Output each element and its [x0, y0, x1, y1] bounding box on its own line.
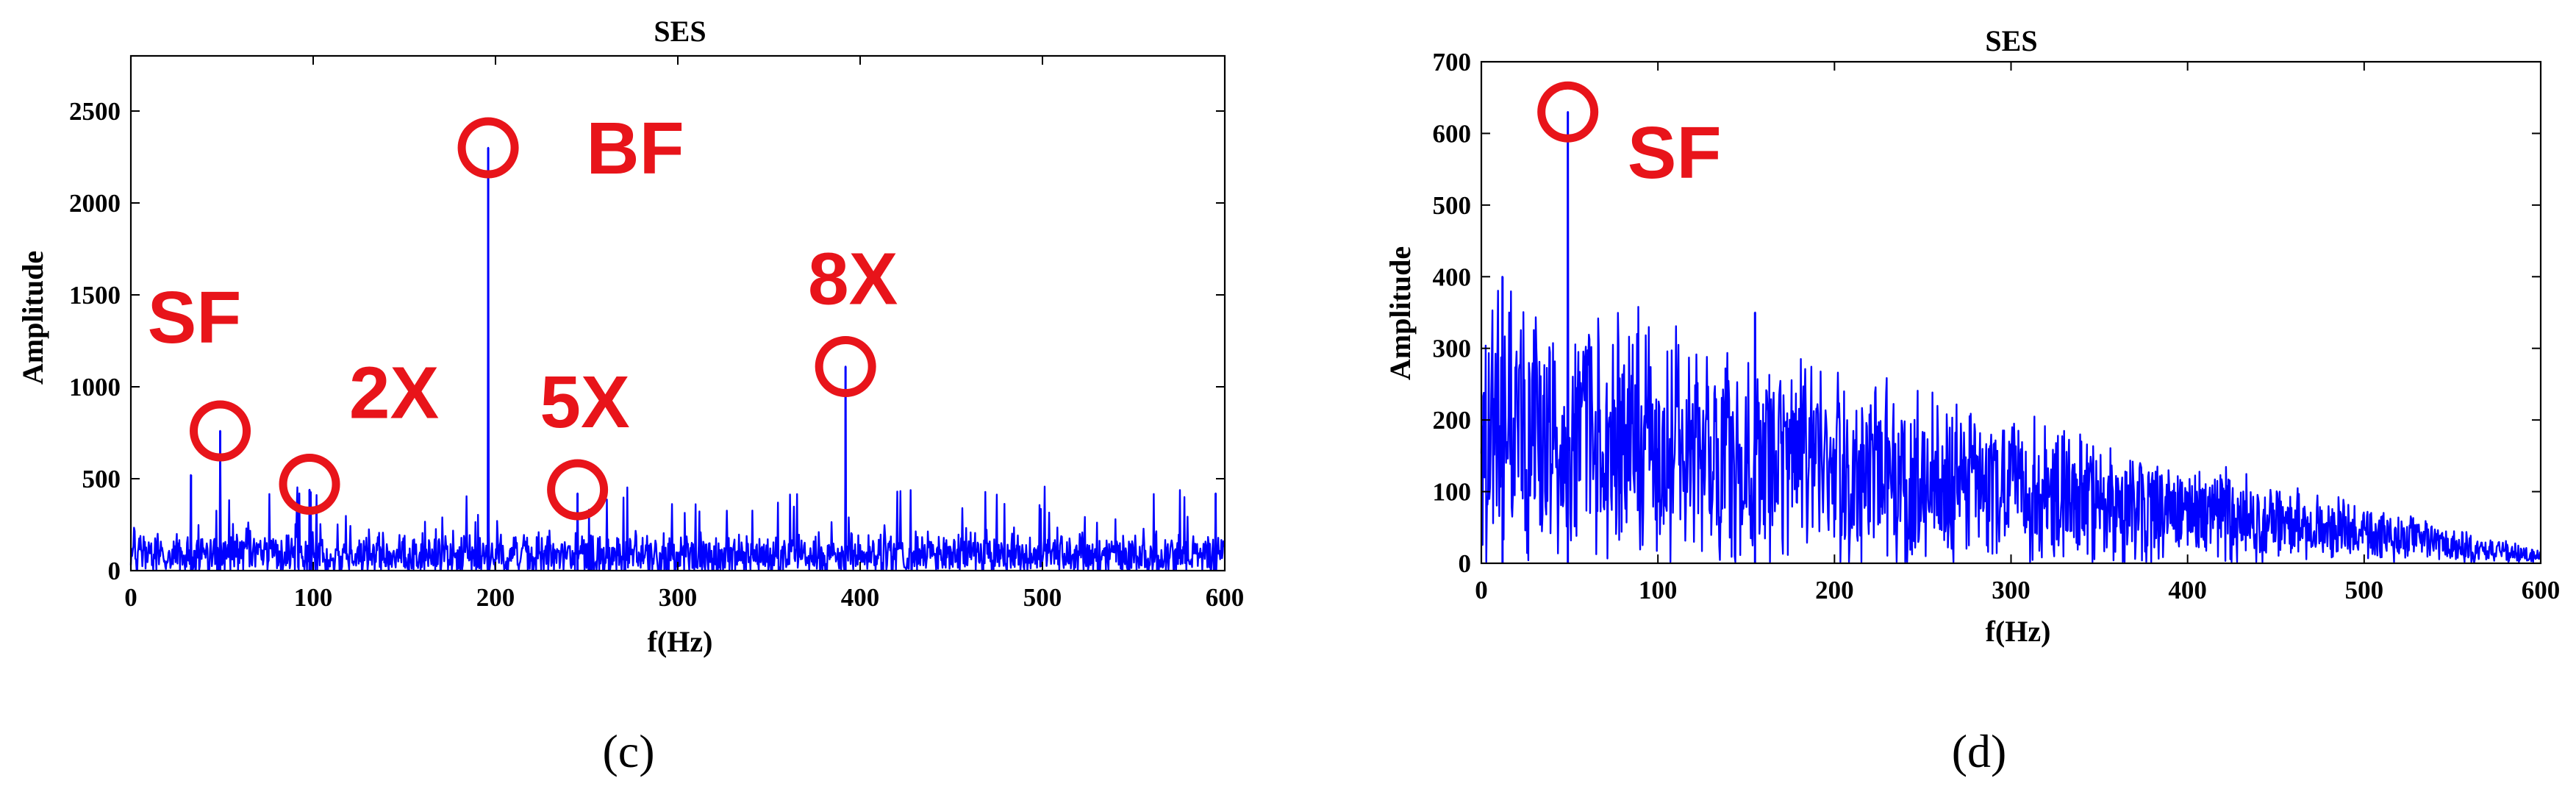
chart-panel-c: SES f(Hz) Amplitude (c) 0 100 200 300 400 500… — [16, 15, 1244, 777]
x-tick-label: 100 — [294, 583, 333, 612]
annotation-label: 8X — [808, 238, 898, 321]
y-tick-label: 1000 — [69, 373, 121, 402]
x-tick-label: 300 — [1992, 576, 2031, 604]
annotation-circle — [457, 117, 519, 179]
y-tick-label: 200 — [1433, 406, 1472, 435]
x-tick-label: 100 — [1639, 576, 1678, 604]
y-tick-label: 300 — [1433, 335, 1472, 363]
panel-label: (d) — [1952, 725, 2007, 777]
annotation-label: 5X — [540, 361, 629, 443]
x-axis-label: f(Hz) — [648, 625, 713, 658]
y-tick-label: 500 — [1433, 191, 1472, 220]
annotation-label: BF — [586, 107, 684, 190]
x-tick-label: 300 — [659, 583, 698, 612]
y-tick-label: 500 — [82, 465, 121, 493]
annotation-circle — [1537, 81, 1599, 143]
x-axis-label: f(Hz) — [1986, 615, 2051, 648]
series-line — [1480, 110, 2541, 563]
y-tick-label: 2500 — [69, 97, 121, 126]
y-tick-label: 100 — [1433, 478, 1472, 507]
y-tick-label: 1500 — [69, 281, 121, 310]
annotation-label: SF — [1628, 112, 1722, 194]
x-tick-label: 500 — [1023, 583, 1062, 612]
y-tick-label: 700 — [1433, 48, 1472, 76]
x-tick-label: 0 — [124, 583, 137, 612]
y-tick-label: 400 — [1433, 263, 1472, 291]
annotation-circle — [279, 454, 340, 515]
annotation-circle — [190, 400, 251, 462]
chart-panel-d: SES f(Hz) Amplitude (d) 0 100 200 300 400 500… — [1384, 24, 2560, 777]
panel-label: (c) — [602, 725, 654, 777]
y-axis-label: Amplitude — [1384, 246, 1417, 380]
x-tick-label: 500 — [2345, 576, 2384, 604]
chart-title: SES — [1985, 24, 2037, 57]
y-tick-label: 600 — [1433, 119, 1472, 148]
x-tick-label: 200 — [476, 583, 515, 612]
annotation-circle — [547, 459, 609, 521]
x-tick-label: 200 — [1815, 576, 1854, 604]
y-tick-label: 0 — [1459, 549, 1472, 578]
x-tick-label: 400 — [2168, 576, 2207, 604]
x-tick-label: 400 — [841, 583, 880, 612]
y-tick-label: 0 — [108, 557, 121, 585]
annotation-label: 2X — [349, 352, 439, 435]
chart-title: SES — [654, 15, 706, 48]
annotation-label: SF — [148, 276, 242, 359]
x-tick-label: 600 — [1206, 583, 1245, 612]
y-axis-label: Amplitude — [16, 251, 49, 385]
annotation-circle — [815, 336, 876, 397]
x-tick-label: 0 — [1475, 576, 1488, 604]
series-line — [129, 146, 1226, 571]
y-tick-label: 2000 — [69, 189, 121, 218]
x-tick-label: 600 — [2522, 576, 2561, 604]
